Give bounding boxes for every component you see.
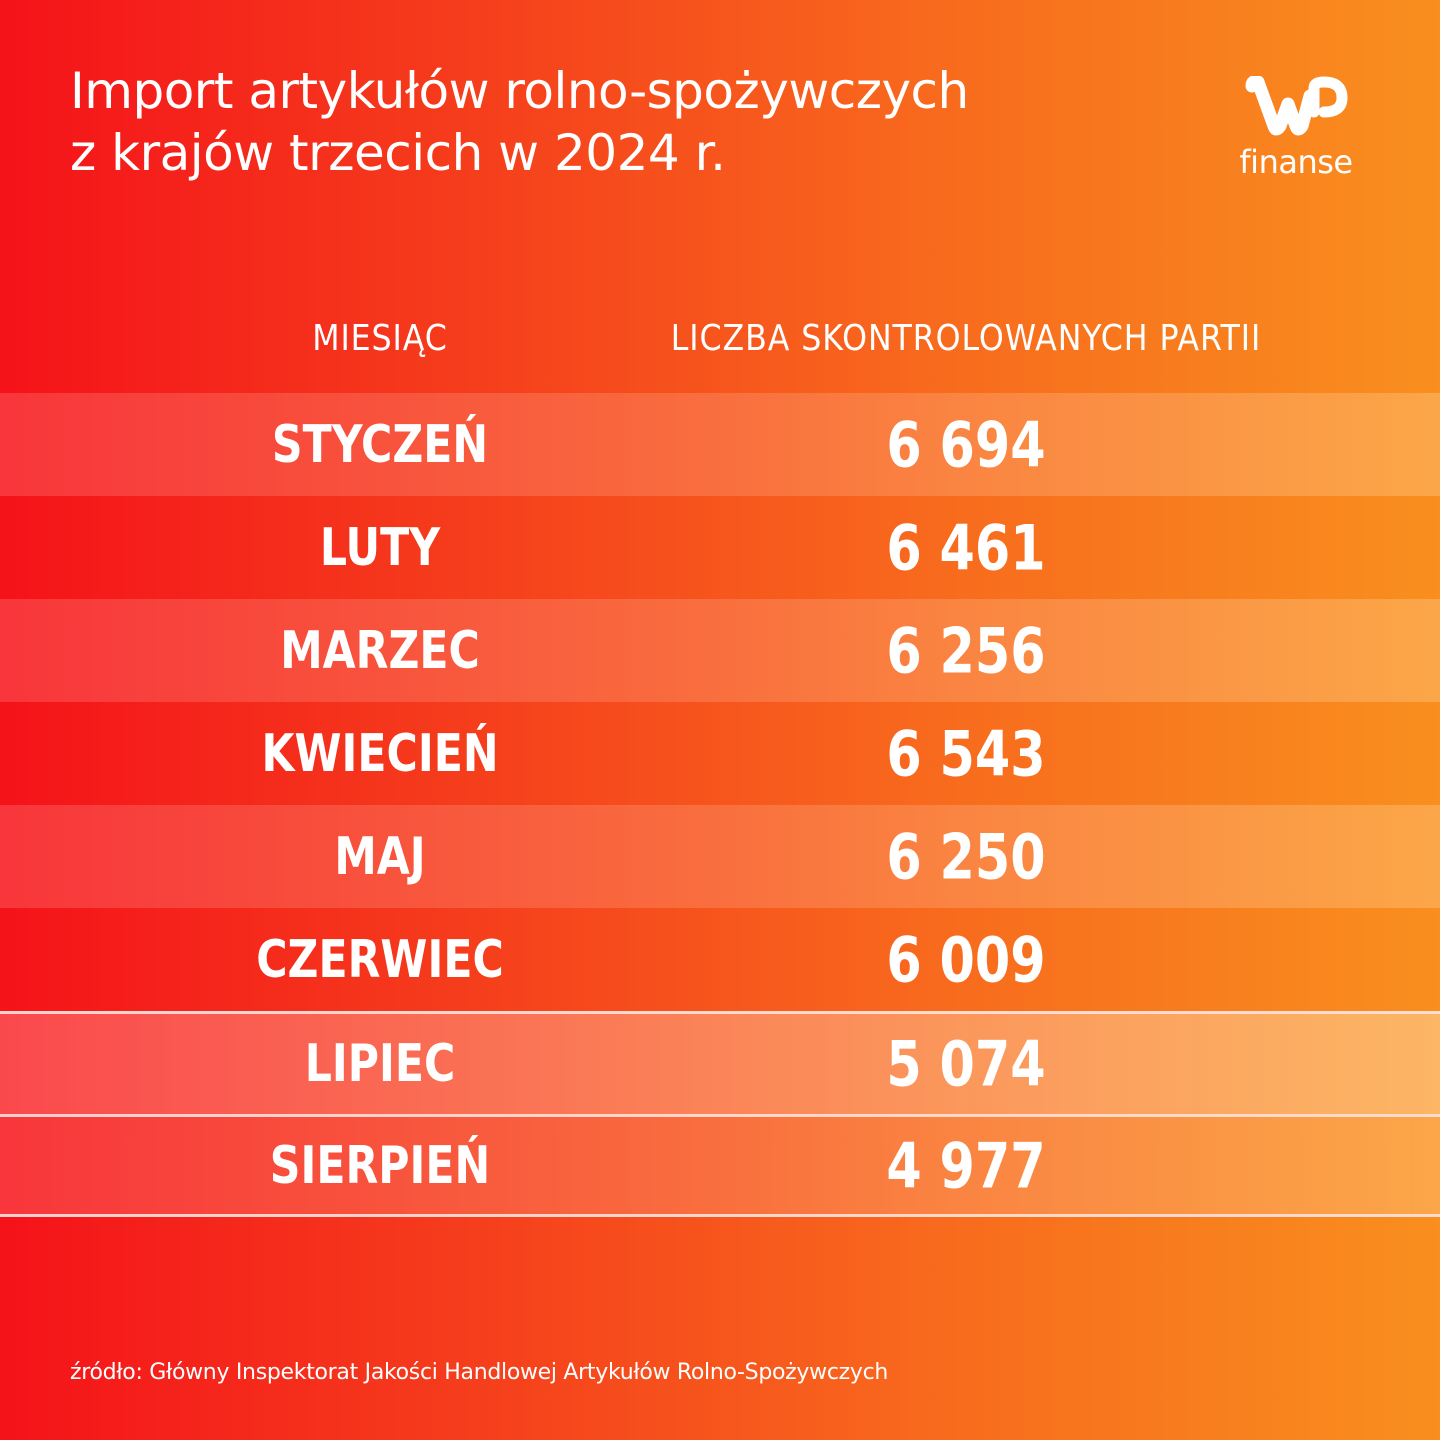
count-cell: 6 250: [886, 820, 1046, 893]
count-cell: 6 256: [886, 614, 1046, 687]
wp-logo-icon: [1245, 76, 1348, 136]
count-cell: 6 009: [886, 923, 1046, 996]
month-cell: MAJ: [334, 826, 426, 887]
title-line-2: z krajów trzecich w 2024 r.: [70, 124, 726, 182]
month-cell: STYCZEŃ: [271, 414, 489, 475]
count-cell: 5 074: [886, 1027, 1046, 1101]
month-cell: KWIECIEŃ: [261, 723, 499, 784]
column-header-month: MIESIĄC: [312, 318, 448, 359]
month-cell: CZERWIEC: [256, 929, 504, 990]
source-note: źródło: Główny Inspektorat Jakości Handl…: [70, 1360, 889, 1385]
month-cell: SIERPIEŃ: [269, 1135, 491, 1196]
table-row: CZERWIEC 6 009: [0, 908, 1440, 1011]
table-row: MARZEC 6 256: [0, 599, 1440, 702]
count-cell: 6 543: [886, 717, 1046, 790]
table-row: KWIECIEŃ 6 543: [0, 702, 1440, 805]
page-title: Import artykułów rolno-spożywczych z kra…: [70, 60, 969, 184]
title-line-1: Import artykułów rolno-spożywczych: [70, 62, 969, 120]
data-table: STYCZEŃ 6 694 LUTY 6 461 MARZEC 6 256 KW…: [0, 393, 1440, 1217]
month-cell: LIPIEC: [304, 1034, 456, 1094]
table-header: MIESIĄC LICZBA SKONTROLOWANYCH PARTII: [0, 318, 1440, 362]
table-row-highlighted: LIPIEC 5 074: [0, 1011, 1440, 1114]
count-cell: 6 461: [886, 511, 1046, 584]
table-row: LUTY 6 461: [0, 496, 1440, 599]
count-cell: 6 694: [886, 408, 1046, 481]
table-row-highlighted: SIERPIEŃ 4 977: [0, 1114, 1440, 1217]
table-row: STYCZEŃ 6 694: [0, 393, 1440, 496]
brand-name: finanse: [1239, 143, 1353, 181]
wp-finanse-logo: finanse: [1236, 76, 1356, 180]
table-row: MAJ 6 250: [0, 805, 1440, 908]
month-cell: MARZEC: [280, 620, 480, 681]
month-cell: LUTY: [319, 517, 441, 578]
count-cell: 4 977: [886, 1129, 1046, 1202]
column-header-count: LICZBA SKONTROLOWANYCH PARTII: [670, 318, 1262, 359]
